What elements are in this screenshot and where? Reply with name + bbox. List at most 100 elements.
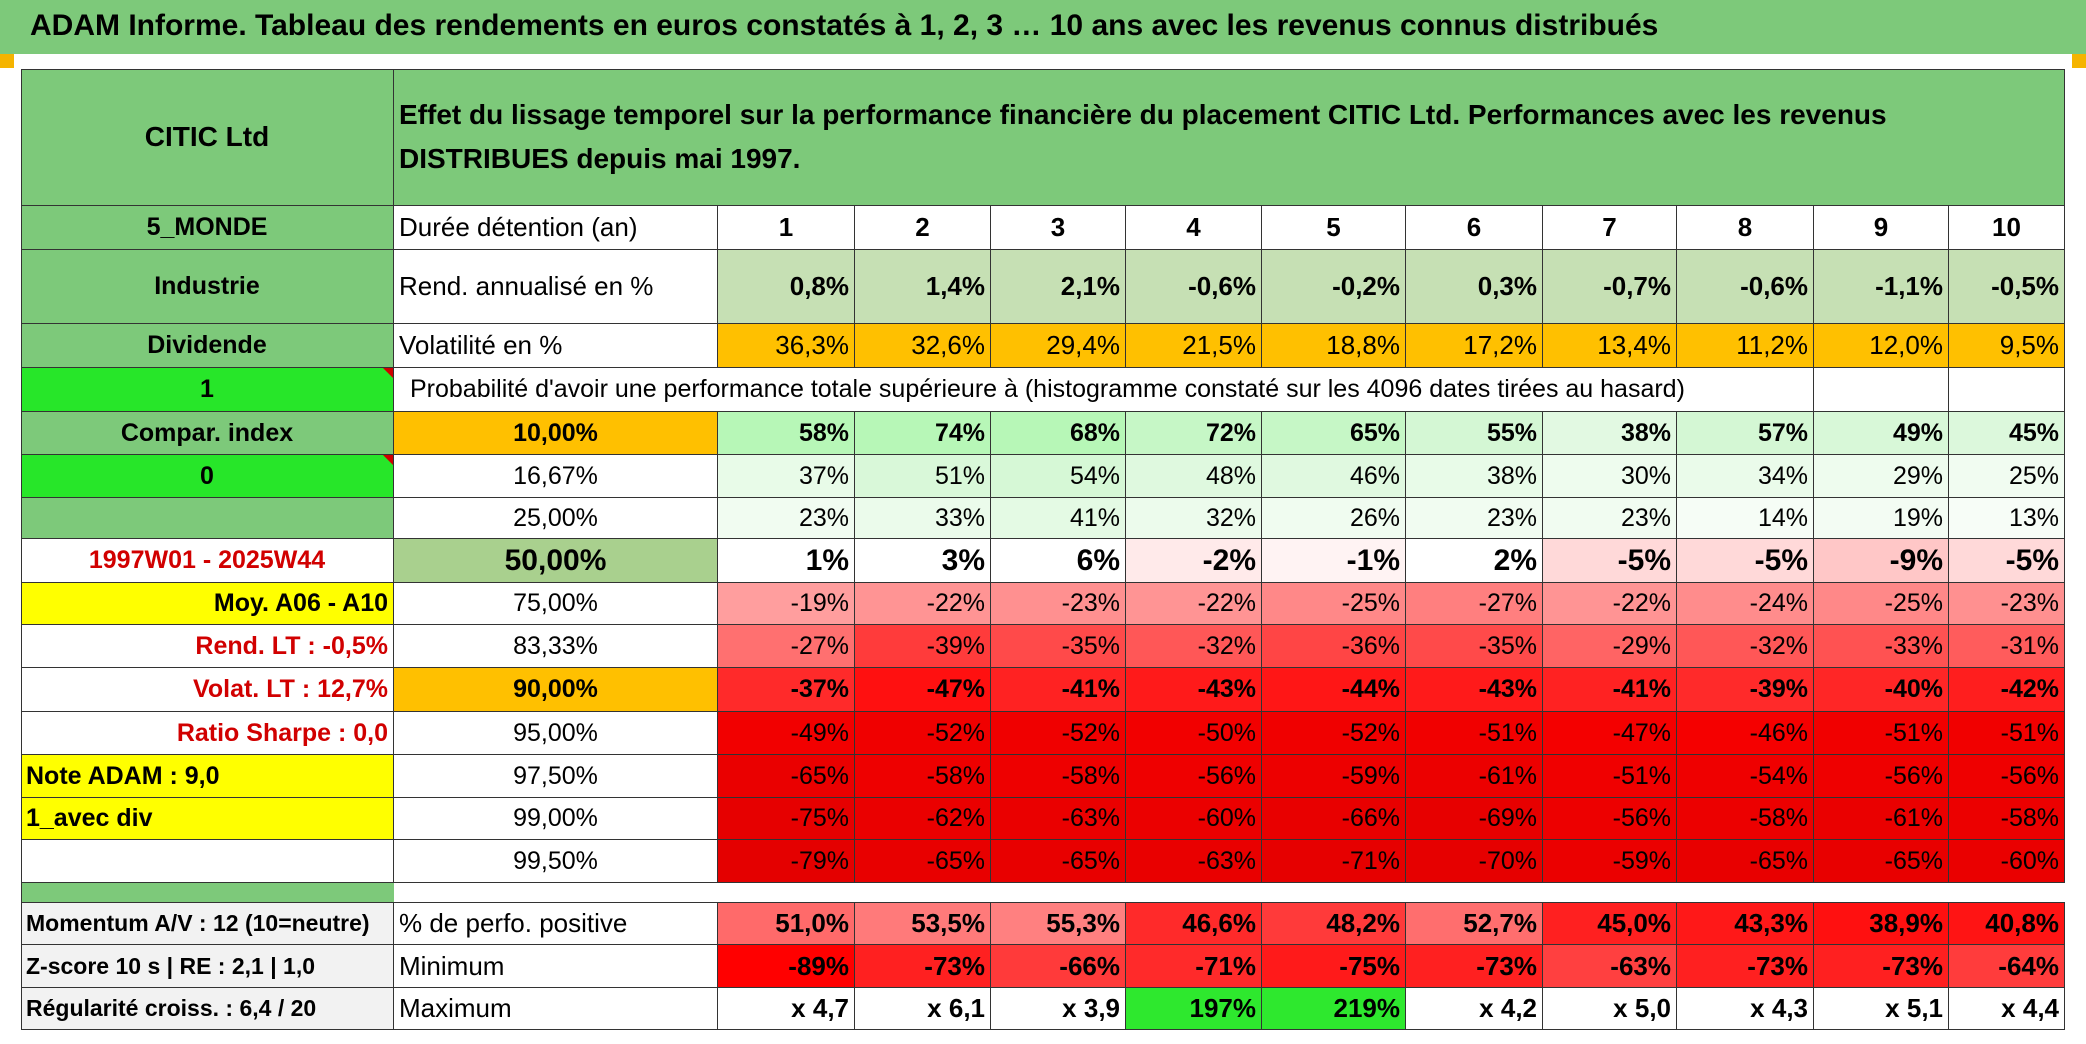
percentile-value: -25% bbox=[1814, 583, 1949, 625]
zone-label: 5_MONDE bbox=[21, 206, 394, 250]
perfo-pos-value: 38,9% bbox=[1814, 903, 1949, 945]
maximum-value: x 5,1 bbox=[1814, 988, 1949, 1030]
percentile-value: -60% bbox=[1949, 840, 2065, 883]
percentile-value: -65% bbox=[855, 840, 991, 883]
percentile-value: -61% bbox=[1406, 755, 1543, 798]
percentile-value: 55% bbox=[1406, 412, 1543, 455]
percentile-label: 99,50% bbox=[394, 840, 718, 883]
percentile-value: -65% bbox=[1677, 840, 1814, 883]
sharpe-label: Ratio Sharpe : 0,0 bbox=[21, 712, 394, 755]
percentile-value: -43% bbox=[1406, 668, 1543, 712]
sector-label: Industrie bbox=[21, 250, 394, 324]
year-header: 4 bbox=[1126, 206, 1262, 250]
percentile-value: -52% bbox=[1262, 712, 1406, 755]
percentile-value: -32% bbox=[1126, 625, 1262, 668]
percentile-value: 14% bbox=[1677, 498, 1814, 539]
maximum-value: 219% bbox=[1262, 988, 1406, 1030]
minimum-value: -73% bbox=[855, 945, 991, 988]
volat-value: 18,8% bbox=[1262, 324, 1406, 368]
percentile-value: -59% bbox=[1262, 755, 1406, 798]
percentile-value: 68% bbox=[991, 412, 1126, 455]
percentile-value: -5% bbox=[1949, 539, 2065, 583]
rend-value: -0,6% bbox=[1677, 250, 1814, 324]
perfo-pos-value: 51,0% bbox=[718, 903, 855, 945]
percentile-value: -27% bbox=[1406, 583, 1543, 625]
percentile-value: 2% bbox=[1406, 539, 1543, 583]
flag-zero: 0 bbox=[21, 455, 394, 498]
percentile-value: -51% bbox=[1543, 755, 1677, 798]
percentile-value: 58% bbox=[718, 412, 855, 455]
maximum-value: x 4,2 bbox=[1406, 988, 1543, 1030]
rend-value: 1,4% bbox=[855, 250, 991, 324]
perfo-pos-value: 43,3% bbox=[1677, 903, 1814, 945]
percentile-value: 51% bbox=[855, 455, 991, 498]
rend-value: -0,6% bbox=[1126, 250, 1262, 324]
perfo-pos-value: 53,5% bbox=[855, 903, 991, 945]
percentile-value: -56% bbox=[1949, 755, 2065, 798]
percentile-value: -58% bbox=[855, 755, 991, 798]
percentile-label: 25,00% bbox=[394, 498, 718, 539]
percentile-label: 75,00% bbox=[394, 583, 718, 625]
duree-label: Durée détention (an) bbox=[394, 206, 718, 250]
rend-value: -0,7% bbox=[1543, 250, 1677, 324]
rend-value: -0,2% bbox=[1262, 250, 1406, 324]
percentile-value: 6% bbox=[991, 539, 1126, 583]
momentum-label: Momentum A/V : 12 (10=neutre) bbox=[21, 903, 394, 945]
year-header: 6 bbox=[1406, 206, 1543, 250]
percentile-label: 10,00% bbox=[394, 412, 718, 455]
percentile-value: 72% bbox=[1126, 412, 1262, 455]
corner-marker bbox=[0, 54, 14, 68]
percentile-value: 26% bbox=[1262, 498, 1406, 539]
percentile-value: -46% bbox=[1677, 712, 1814, 755]
percentile-value: -23% bbox=[1949, 583, 2065, 625]
minimum-value: -64% bbox=[1949, 945, 2065, 988]
percentile-label: 16,67% bbox=[394, 455, 718, 498]
maximum-value: 197% bbox=[1126, 988, 1262, 1030]
rend-value: 2,1% bbox=[991, 250, 1126, 324]
percentile-value: -43% bbox=[1126, 668, 1262, 712]
year-header: 8 bbox=[1677, 206, 1814, 250]
volat-lt-label: Volat. LT : 12,7% bbox=[21, 668, 394, 712]
percentile-value: -39% bbox=[1677, 668, 1814, 712]
percentile-value: -54% bbox=[1677, 755, 1814, 798]
percentile-value: -42% bbox=[1949, 668, 2065, 712]
minimum-label: Minimum bbox=[394, 945, 718, 988]
percentile-value: -56% bbox=[1814, 755, 1949, 798]
percentile-value: -27% bbox=[718, 625, 855, 668]
percentile-value: -62% bbox=[855, 798, 991, 840]
regularite-label: Régularité croiss. : 6,4 / 20 bbox=[21, 988, 394, 1030]
percentile-value: -5% bbox=[1677, 539, 1814, 583]
percentile-value: -71% bbox=[1262, 840, 1406, 883]
perfo-pos-label: % de perfo. positive bbox=[394, 903, 718, 945]
percentile-value: 29% bbox=[1814, 455, 1949, 498]
separator-row bbox=[394, 883, 2065, 903]
percentile-value: -33% bbox=[1814, 625, 1949, 668]
percentile-value: 3% bbox=[855, 539, 991, 583]
percentile-value: 37% bbox=[718, 455, 855, 498]
rend-value: 0,3% bbox=[1406, 250, 1543, 324]
percentile-value: -31% bbox=[1949, 625, 2065, 668]
percentile-value: 46% bbox=[1262, 455, 1406, 498]
percentile-label: 95,00% bbox=[394, 712, 718, 755]
minimum-value: -71% bbox=[1126, 945, 1262, 988]
perfo-pos-value: 45,0% bbox=[1543, 903, 1677, 945]
minimum-value: -63% bbox=[1543, 945, 1677, 988]
percentile-value: 23% bbox=[1543, 498, 1677, 539]
percentile-value: -22% bbox=[1543, 583, 1677, 625]
percentile-value: -19% bbox=[718, 583, 855, 625]
percentile-value: -51% bbox=[1949, 712, 2065, 755]
percentile-label: 99,00% bbox=[394, 798, 718, 840]
percentile-value: -49% bbox=[718, 712, 855, 755]
empty-cell bbox=[1949, 368, 2065, 412]
year-header: 5 bbox=[1262, 206, 1406, 250]
rend-value: -0,5% bbox=[1949, 250, 2065, 324]
perfo-pos-value: 52,7% bbox=[1406, 903, 1543, 945]
percentile-value: -32% bbox=[1677, 625, 1814, 668]
empty-left-cell bbox=[21, 840, 394, 883]
percentile-value: -47% bbox=[1543, 712, 1677, 755]
percentile-label: 97,50% bbox=[394, 755, 718, 798]
percentile-value: 57% bbox=[1677, 412, 1814, 455]
percentile-value: -69% bbox=[1406, 798, 1543, 840]
variant-label: 1_avec div bbox=[21, 798, 394, 840]
percentile-value: -58% bbox=[991, 755, 1126, 798]
